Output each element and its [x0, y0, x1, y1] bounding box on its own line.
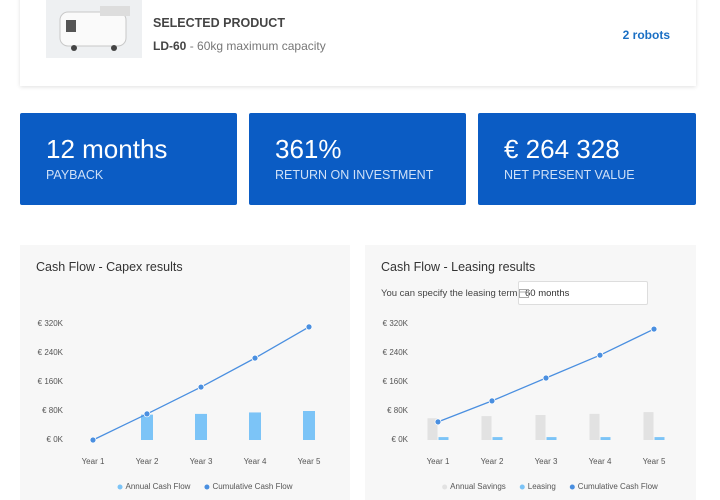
leasing-label: You can specify the leasing term — [381, 288, 518, 299]
kpi-value: 12 months — [46, 134, 168, 164]
chart: € 0K € 80K € 160K € 240K € 320K Year 1 Year 2 Y… — [38, 319, 321, 491]
point — [251, 354, 259, 362]
product-model: LD-60 — [153, 39, 187, 53]
legend-marker — [519, 484, 525, 490]
kpi-value: 361% — [275, 134, 342, 164]
bar — [249, 412, 261, 440]
legend-marker — [569, 484, 575, 490]
separator: - — [189, 39, 194, 53]
point — [650, 325, 658, 333]
bar — [195, 413, 207, 440]
kpi-card: 12 months PAYBACK — [20, 113, 237, 205]
point — [542, 374, 550, 382]
y-tick-label: € 320K — [383, 319, 409, 328]
legend-label: Cumulative Cash Flow — [212, 482, 292, 491]
point — [305, 323, 313, 331]
legend-label: Leasing — [528, 482, 556, 491]
y-tick-label: € 320K — [38, 319, 64, 328]
y-tick-label: € 240K — [383, 348, 409, 357]
y-tick-label: € 160K — [383, 377, 409, 386]
legend-marker — [442, 484, 448, 490]
x-tick-label: Year 5 — [643, 457, 666, 466]
y-tick-label: € 0K — [392, 435, 409, 444]
product-quantity[interactable]: 2 robots — [622, 28, 670, 42]
product-line: LD-60 - 60kg maximum capacity — [153, 39, 326, 53]
point — [89, 436, 97, 444]
point — [434, 418, 442, 426]
y-tick-label: € 80K — [42, 406, 64, 415]
point — [596, 351, 604, 359]
legend-marker — [117, 484, 123, 490]
kpi-value: € 264 328 — [504, 134, 620, 164]
bar — [535, 414, 546, 440]
chart-title: Cash Flow - Leasing results — [381, 260, 536, 274]
x-tick-label: Year 4 — [589, 457, 612, 466]
product-image — [46, 0, 142, 58]
bar — [643, 412, 654, 440]
bar — [546, 437, 557, 440]
kpi-card: 361% RETURN ON INVESTMENT — [249, 113, 466, 205]
kpi-label: PAYBACK — [46, 168, 104, 182]
kpi-label: RETURN ON INVESTMENT — [275, 168, 434, 182]
kpi-label: NET PRESENT VALUE — [504, 168, 635, 182]
leasing-input[interactable]: 60 months — [518, 281, 648, 305]
point — [488, 397, 496, 405]
kpi-card: € 264 328 NET PRESENT VALUE — [478, 113, 696, 205]
x-tick-label: Year 2 — [136, 457, 159, 466]
y-tick-label: € 0K — [47, 435, 64, 444]
x-tick-label: Year 4 — [244, 457, 267, 466]
legend-label: Annual Cash Flow — [126, 482, 191, 491]
bar — [438, 437, 449, 440]
chart-title: Cash Flow - Capex results — [36, 260, 183, 274]
x-tick-label: Year 3 — [535, 457, 558, 466]
bar — [481, 416, 492, 440]
chart-card: Cash Flow - Capex results € 0K € 80K € 160… — [20, 245, 350, 500]
bar — [427, 418, 438, 440]
bar — [492, 437, 503, 440]
legend-marker — [204, 484, 210, 490]
y-tick-label: € 240K — [38, 348, 64, 357]
bar — [600, 437, 611, 440]
calendar-icon — [519, 289, 529, 298]
product-description: 60kg maximum capacity — [197, 39, 326, 53]
chart-card: Cash Flow - Leasing results You can spec… — [365, 245, 696, 500]
bar — [589, 413, 600, 440]
chart: € 0K € 80K € 160K € 240K € 320K Year 1 Year 2 Y… — [383, 319, 666, 491]
y-tick-label: € 160K — [38, 377, 64, 386]
x-tick-label: Year 5 — [298, 457, 321, 466]
y-tick-label: € 80K — [387, 406, 409, 415]
bar — [141, 414, 153, 440]
bar — [654, 437, 665, 440]
product-heading: SELECTED PRODUCT — [153, 16, 285, 30]
product-card: SELECTED PRODUCT LD-60 - 60kg maximum ca… — [20, 0, 696, 86]
x-tick-label: Year 1 — [427, 457, 450, 466]
bar — [303, 411, 315, 440]
legend-label: Cumulative Cash Flow — [578, 482, 658, 491]
leasing-value: 60 months — [525, 288, 570, 299]
point — [197, 383, 205, 391]
x-tick-label: Year 2 — [481, 457, 504, 466]
x-tick-label: Year 3 — [190, 457, 213, 466]
point — [143, 410, 151, 418]
x-tick-label: Year 1 — [82, 457, 105, 466]
legend-label: Annual Savings — [450, 482, 506, 491]
